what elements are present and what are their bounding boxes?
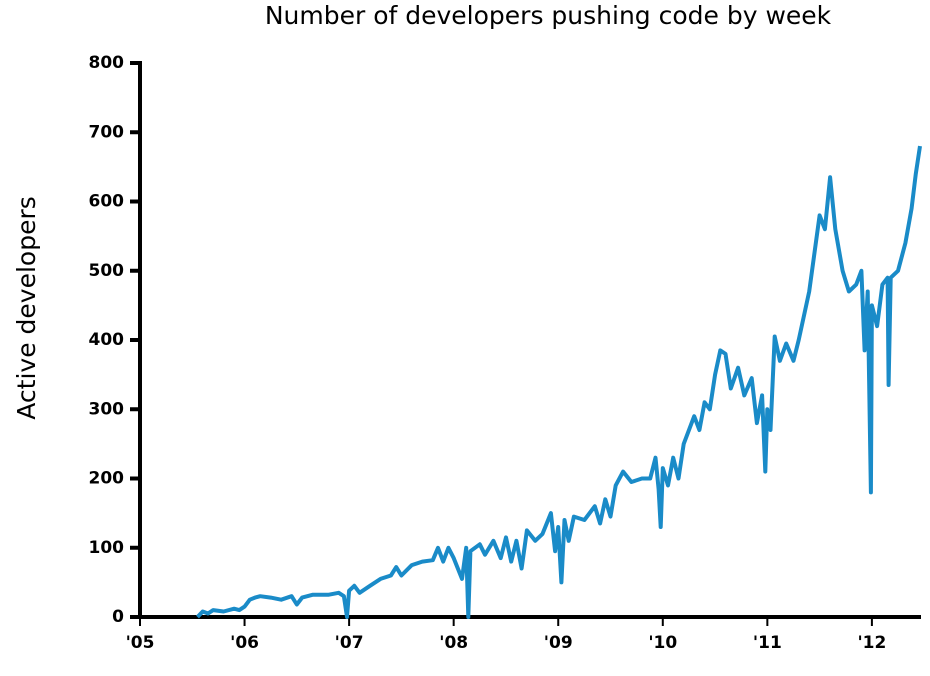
x-tick-label: '10 [648, 633, 677, 653]
chart-title: Number of developers pushing code by wee… [265, 1, 832, 30]
y-tick-label: 100 [89, 538, 125, 558]
x-tick-label: '09 [544, 633, 573, 653]
y-tick-label: 500 [89, 261, 125, 281]
y-tick-label: 800 [89, 53, 125, 73]
x-tick-label: '08 [439, 633, 468, 653]
y-tick-label: 700 [89, 122, 125, 142]
y-tick-label: 0 [112, 607, 124, 627]
x-tick-label: '12 [857, 633, 886, 653]
x-tick-label: '11 [753, 633, 782, 653]
data-line [196, 145, 922, 619]
x-tick-label: '05 [126, 633, 155, 653]
x-tick-label: '06 [230, 633, 259, 653]
y-tick-label: 300 [89, 399, 125, 419]
y-tick-label: 400 [89, 330, 125, 350]
y-tick-label: 200 [89, 469, 125, 489]
y-tick-label: 600 [89, 192, 125, 212]
x-tick-label: '07 [335, 633, 364, 653]
y-axis-label: Active developers [12, 196, 41, 420]
